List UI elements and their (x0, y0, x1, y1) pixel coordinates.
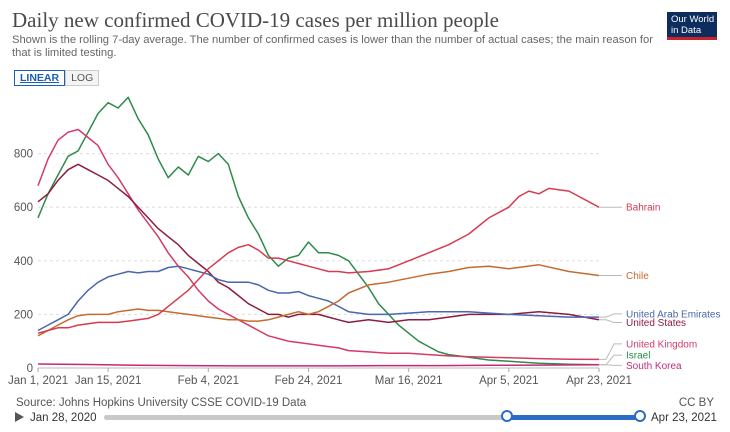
series-label-south-korea[interactable]: South Korea (626, 361, 682, 372)
play-icon[interactable] (15, 412, 24, 422)
label-connector (599, 319, 622, 323)
x-tick-label: Apr 5, 2021 (479, 375, 538, 387)
owid-logo[interactable]: Our World in Data (667, 12, 717, 40)
series-label-united-kingdom[interactable]: United Kingdom (626, 339, 697, 350)
label-connector (599, 313, 622, 318)
y-axis: 0 200 400 600 800 (14, 149, 33, 375)
label-connector (599, 354, 622, 366)
timeline-end-handle[interactable] (634, 410, 646, 422)
y-tick-label: 600 (14, 202, 33, 214)
series-line-united-arab-emirates[interactable] (37, 265, 599, 332)
label-connector (599, 364, 622, 366)
series-label-israel[interactable]: Israel (626, 351, 650, 362)
log-scale-button[interactable]: LOG (65, 70, 100, 86)
logo-line-2: in Data (671, 24, 702, 36)
chart-subtitle: Shown is the rolling 7-day average. The … (12, 34, 653, 59)
x-tick-label: Feb 24, 2021 (275, 375, 343, 387)
x-axis: Jan 1, 2021 Jan 15, 2021 Feb 4, 2021 Feb 24… (8, 368, 632, 387)
label-connector (599, 343, 622, 360)
linear-scale-button[interactable]: LINEAR (14, 70, 66, 86)
series-label-chile[interactable]: Chile (626, 271, 649, 282)
series-line-israel[interactable] (37, 96, 600, 366)
x-tick-label: Jan 1, 2021 (8, 375, 68, 387)
series-lines (37, 96, 600, 367)
y-tick-label: 400 (14, 256, 33, 268)
series-line-chile[interactable] (37, 264, 600, 337)
x-tick-label: Mar 16, 2021 (375, 375, 443, 387)
source-note: Source: Johns Hopkins University CSSE CO… (16, 397, 307, 409)
series-line-united-states[interactable] (37, 163, 600, 324)
x-tick-label: Feb 4, 2021 (178, 375, 239, 387)
timeline-end-label: Apr 23, 2021 (651, 412, 717, 424)
y-tick-label: 200 (14, 309, 33, 321)
chart-title: Daily new confirmed COVID-19 cases per m… (12, 8, 499, 32)
timeline-track[interactable] (104, 415, 639, 420)
x-tick-label: Jan 15, 2021 (75, 375, 142, 387)
y-tick-label: 800 (14, 149, 33, 161)
y-tick-label: 0 (27, 363, 33, 375)
line-chart: 0 200 400 600 800 Jan 1, 2021 Jan 15, 2021 Feb… (8, 96, 721, 387)
timeline-start-handle[interactable] (501, 410, 513, 422)
series-label-united-states[interactable]: United States (626, 318, 686, 329)
timeline-start-label: Jan 28, 2020 (30, 412, 97, 424)
series-label-united-arab-emirates[interactable]: United Arab Emirates (626, 309, 721, 320)
series-line-united-kingdom[interactable] (37, 128, 600, 361)
series-line-south-korea[interactable] (37, 363, 600, 367)
timeline-selected-range (507, 415, 640, 420)
logo-line-1: Our World (671, 14, 715, 25)
grid-lines (38, 153, 599, 369)
series-line-bahrain[interactable] (37, 187, 600, 334)
license-link[interactable]: CC BY (678, 397, 714, 409)
series-label-bahrain[interactable]: Bahrain (626, 203, 660, 214)
x-tick-label: Apr 23, 2021 (566, 375, 632, 387)
scale-toggle: LINEAR LOG (14, 70, 100, 86)
